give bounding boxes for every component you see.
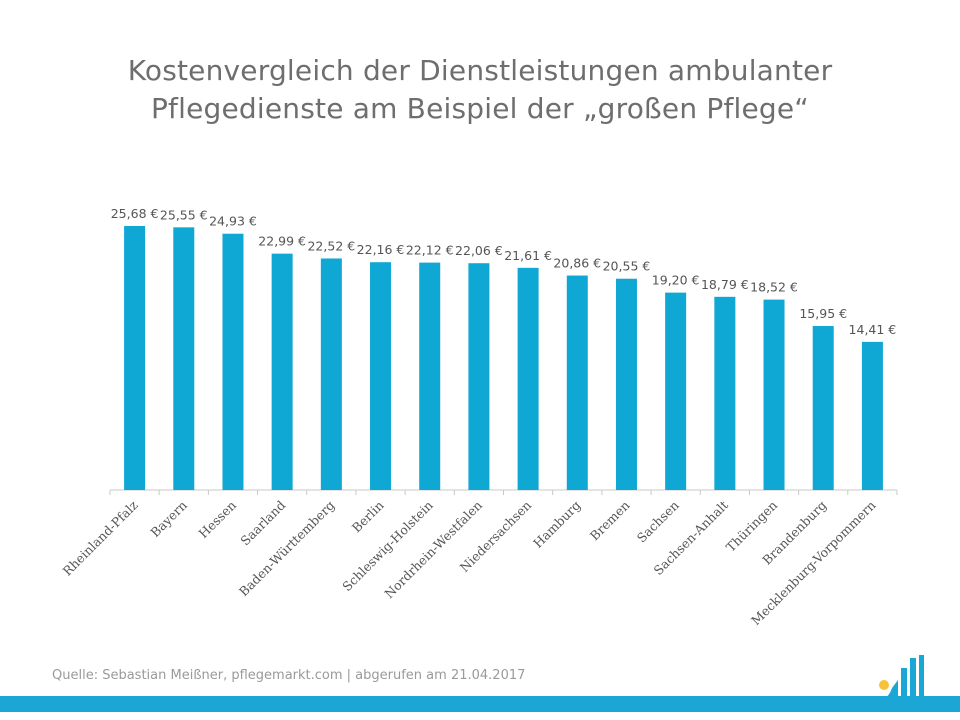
chart-title-line-1: Kostenvergleich der Dienstleistungen amb… — [127, 54, 833, 87]
chart-title-line-2: Pflegedienste am Beispiel der „großen Pf… — [150, 92, 810, 125]
bar-value-label: 18,52 € — [750, 280, 798, 295]
bar-value-label: 15,95 € — [799, 306, 847, 321]
bar-value-label: 22,52 € — [307, 238, 355, 253]
category-label: Sachsen — [634, 498, 682, 546]
bar — [763, 299, 785, 490]
bar — [812, 326, 834, 490]
category-label: Schleswig-Holstein — [339, 498, 436, 595]
bar-value-label: 21,61 € — [504, 248, 552, 263]
bar — [861, 341, 883, 490]
bar-value-label: 22,16 € — [357, 242, 405, 257]
bar-value-label: 20,55 € — [603, 259, 651, 274]
category-label: Nordrhein-Westfalen — [381, 498, 485, 602]
category-label: Baden-Württemberg — [236, 498, 338, 600]
category-label: Berlin — [349, 498, 387, 536]
bar — [665, 292, 687, 490]
bar-value-label: 22,06 € — [455, 243, 503, 258]
bar-value-label: 19,20 € — [652, 273, 700, 288]
footer-stripe — [0, 696, 960, 712]
bar — [419, 262, 441, 490]
bar — [124, 226, 146, 490]
category-label: Saarland — [237, 498, 288, 549]
bar-value-label: 20,86 € — [553, 256, 601, 271]
bar — [615, 278, 637, 490]
pflegemarkt-logo-icon — [878, 655, 924, 712]
bar-value-label: 25,55 € — [160, 207, 208, 222]
bar-chart: 25,68 € Rheinland-Pfalz 25,55 € Bayern 24,93… — [60, 206, 898, 628]
bar — [271, 253, 293, 490]
bar — [222, 233, 244, 491]
bar — [566, 275, 588, 490]
category-label: Rheinland-Pfalz — [60, 497, 141, 578]
bar — [714, 296, 736, 490]
category-label: Bayern — [147, 498, 190, 541]
bar — [320, 258, 342, 490]
category-label: Hamburg — [530, 498, 583, 551]
bar-value-label: 22,12 € — [406, 243, 454, 258]
bar-value-label: 22,99 € — [258, 234, 306, 249]
bar-value-label: 18,79 € — [701, 277, 749, 292]
bar — [468, 263, 490, 490]
category-label: Bremen — [587, 498, 633, 544]
bar-value-label: 14,41 € — [849, 322, 897, 337]
bar — [370, 262, 392, 490]
bar-value-label: 24,93 € — [209, 214, 257, 229]
bar — [517, 267, 539, 490]
chart-title: Kostenvergleich der Dienstleistungen amb… — [0, 52, 960, 128]
bar-value-label: 25,68 € — [111, 206, 159, 221]
bar — [173, 227, 195, 491]
source-note: Quelle: Sebastian Meißner, pflegemarkt.c… — [52, 668, 526, 683]
category-label: Hessen — [196, 498, 240, 542]
